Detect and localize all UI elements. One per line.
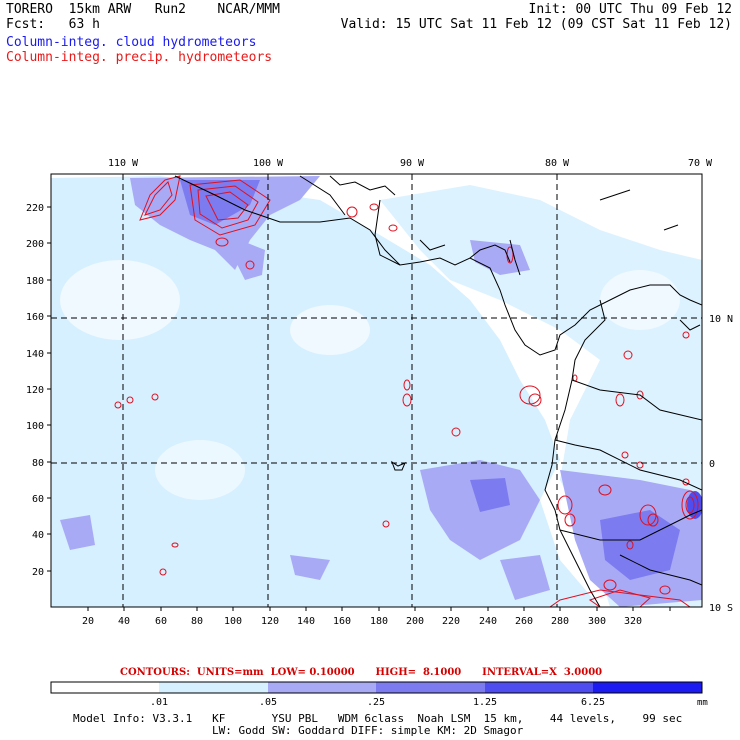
- lon-labels: 110 W 100 W 90 W 80 W 70 W: [108, 158, 713, 169]
- colorbar: [50, 681, 703, 694]
- map-frame: [50, 173, 703, 608]
- lat-label: 10 N: [709, 314, 733, 325]
- x-tick: 140: [297, 616, 315, 627]
- lon-label: 90 W: [400, 158, 425, 169]
- lon-label: 70 W: [688, 158, 713, 169]
- x-tick: 120: [261, 616, 279, 627]
- x-axis-labels: 20 40 60 80 100 120 140 160 180 200 220 …: [82, 616, 642, 627]
- y-axis-labels: 20 40 60 80 100 120 140 160 180 200 220: [26, 203, 44, 578]
- colorbar-label: .01: [149, 697, 169, 708]
- lat-label: 10 S: [709, 603, 733, 614]
- x-tick: 300: [588, 616, 606, 627]
- y-tick: 180: [26, 276, 44, 287]
- colorbar-label: .25: [366, 697, 386, 708]
- x-tick: 40: [118, 616, 130, 627]
- model-info: Model Info: V3.3.1 KF YSU PBL WDM 6class…: [73, 712, 683, 725]
- y-tick: 60: [32, 494, 44, 505]
- legend-precip: Column-integ. precip. hydrometeors: [6, 50, 273, 65]
- y-tick: 220: [26, 203, 44, 214]
- model-title: TORERO 15km ARW Run2 NCAR/MMM: [6, 2, 280, 17]
- x-tick: 200: [406, 616, 424, 627]
- y-tick: 20: [32, 567, 44, 578]
- lon-label: 80 W: [545, 158, 570, 169]
- y-tick: 140: [26, 349, 44, 360]
- colorbar-unit: mm: [697, 698, 708, 708]
- x-tick: 280: [551, 616, 569, 627]
- x-tick: 60: [155, 616, 167, 627]
- colorbar-label: 6.25: [580, 697, 606, 708]
- lat-labels: 10 N 0 10 S: [709, 314, 733, 614]
- y-tick: 40: [32, 530, 44, 541]
- colorbar-label: 1.25: [472, 697, 498, 708]
- colorbar-bin: [376, 682, 485, 693]
- y-tick: 80: [32, 458, 44, 469]
- x-tick: 220: [442, 616, 460, 627]
- y-tick: 100: [26, 421, 44, 432]
- colorbar-bin: [159, 682, 268, 693]
- x-tick: 80: [191, 616, 203, 627]
- colorbar-bin: [593, 682, 702, 693]
- lat-label: 0: [709, 459, 715, 470]
- x-tick: 260: [515, 616, 533, 627]
- x-tick: 240: [479, 616, 497, 627]
- y-tick: 120: [26, 385, 44, 396]
- forecast-hour: Fcst: 63 h: [6, 17, 100, 32]
- y-tick: 160: [26, 312, 44, 323]
- contours-info: CONTOURS: UNITS=mm LOW= 0.10000 HIGH= 8.…: [120, 667, 603, 678]
- graticule: [51, 174, 702, 607]
- physics-info: LW: Godd SW: Goddard DIFF: simple KM: 2D…: [212, 724, 524, 737]
- colorbar-label: .05: [258, 697, 278, 708]
- x-tick: 320: [624, 616, 642, 627]
- x-tick: 20: [82, 616, 94, 627]
- lon-label: 100 W: [253, 158, 284, 169]
- y-tick: 200: [26, 239, 44, 250]
- lon-label: 110 W: [108, 158, 139, 169]
- legend-cloud: Column-integ. cloud hydrometeors: [6, 35, 257, 50]
- colorbar-bin: [485, 682, 593, 693]
- x-tick: 100: [224, 616, 242, 627]
- cloud-field: [51, 174, 702, 607]
- colorbar-bin: [268, 682, 376, 693]
- x-tick: 160: [333, 616, 351, 627]
- valid-time: Valid: 15 UTC Sat 11 Feb 12 (09 CST Sat …: [340, 17, 732, 32]
- init-time: Init: 00 UTC Thu 09 Feb 12: [528, 2, 733, 17]
- x-tick: 180: [370, 616, 388, 627]
- colorbar-bin: [51, 682, 159, 693]
